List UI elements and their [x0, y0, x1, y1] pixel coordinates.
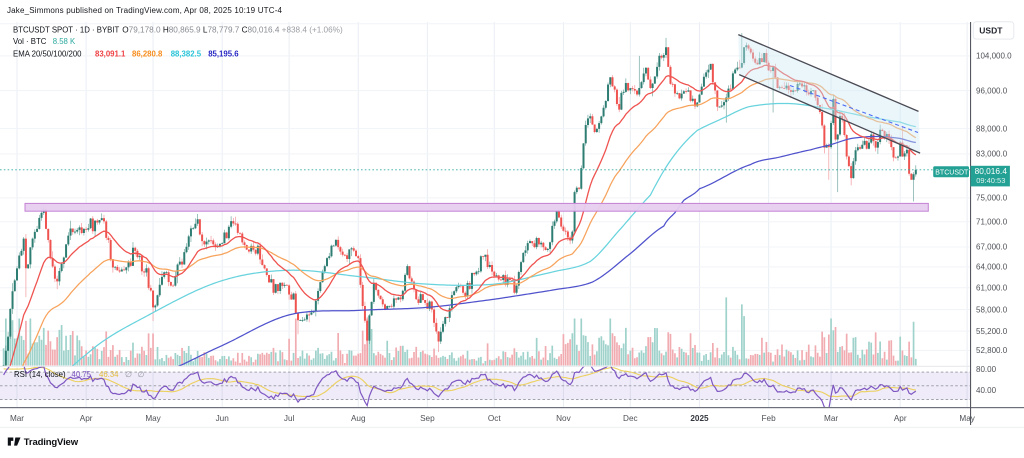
svg-text:96,000.0: 96,000.0 — [976, 86, 1008, 95]
svg-text:40.00: 40.00 — [976, 386, 997, 395]
svg-text:58,000.0: 58,000.0 — [976, 305, 1008, 314]
svg-text:09:40:53: 09:40:53 — [976, 176, 1005, 185]
svg-text:67,000.0: 67,000.0 — [976, 243, 1008, 252]
svg-text:61,000.0: 61,000.0 — [976, 284, 1008, 293]
svg-text:EMA 20/50/100/200 83,091.1 86,: EMA 20/50/100/200 83,091.1 86,280.8 88,3… — [13, 50, 239, 59]
svg-text:Jun: Jun — [216, 414, 230, 423]
svg-text:TradingView: TradingView — [24, 437, 79, 448]
svg-text:55,200.0: 55,200.0 — [976, 327, 1008, 336]
svg-text:RSI (14, close) 40.75 46.34 ∅: RSI (14, close) 40.75 46.34 ∅ ∅ — [14, 370, 145, 379]
svg-text:Apr: Apr — [80, 414, 93, 423]
svg-text:Feb: Feb — [762, 414, 777, 423]
svg-text:Aug: Aug — [351, 414, 366, 423]
svg-text:Apr: Apr — [894, 414, 907, 423]
svg-text:Mar: Mar — [824, 414, 838, 423]
svg-text:Oct: Oct — [488, 414, 501, 423]
svg-text:52,800.0: 52,800.0 — [976, 346, 1008, 355]
svg-text:USDT: USDT — [979, 26, 1003, 36]
svg-text:104,000.0: 104,000.0 — [976, 52, 1012, 61]
svg-text:71,000.0: 71,000.0 — [976, 218, 1008, 227]
svg-text:80.00: 80.00 — [976, 365, 997, 374]
svg-text:May: May — [959, 414, 975, 423]
svg-text:Mar: Mar — [10, 414, 24, 423]
svg-text:Sep: Sep — [420, 414, 435, 423]
svg-text:Dec: Dec — [623, 414, 638, 423]
svg-text:88,000.0: 88,000.0 — [976, 124, 1008, 133]
svg-text:Jul: Jul — [284, 414, 295, 423]
svg-text:83,000.0: 83,000.0 — [976, 150, 1008, 159]
svg-text:2025: 2025 — [690, 414, 709, 423]
svg-text:O79,178.0 H80,865.9 L78,779.7: O79,178.0 H80,865.9 L78,779.7 C80,016.4 … — [122, 26, 343, 35]
svg-text:64,000.0: 64,000.0 — [976, 263, 1008, 272]
svg-text:BTCUSDT: BTCUSDT — [935, 170, 969, 177]
svg-text:Vol · BTC 8.58 K: Vol · BTC 8.58 K — [13, 37, 76, 46]
svg-text:Jake_Simmons published on Trad: Jake_Simmons published on TradingView.co… — [7, 6, 283, 15]
svg-text:75,000.0: 75,000.0 — [976, 194, 1008, 203]
svg-text:BTCUSDT SPOT · 1D · BYBIT: BTCUSDT SPOT · 1D · BYBIT — [13, 26, 120, 35]
svg-text:May: May — [145, 414, 161, 423]
svg-text:80,016.4: 80,016.4 — [975, 166, 1008, 176]
svg-text:Nov: Nov — [556, 414, 571, 423]
